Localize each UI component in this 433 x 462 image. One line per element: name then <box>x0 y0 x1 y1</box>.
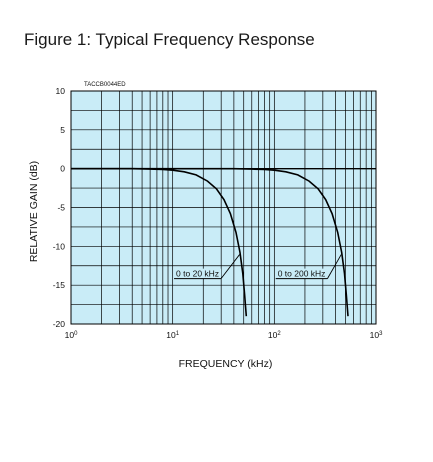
annotation-leader <box>327 254 342 279</box>
figure-title: Figure 1: Typical Frequency Response <box>24 30 315 49</box>
x-tick-label: 101 <box>166 330 179 340</box>
y-tick-label: 5 <box>60 125 65 135</box>
series-annotation: 0 to 200 kHz <box>275 254 342 280</box>
y-axis-label: RELATIVE GAIN (dB) <box>28 161 40 262</box>
annotation-leader <box>220 254 240 279</box>
x-tick-label: 103 <box>370 330 383 340</box>
curves <box>71 167 349 317</box>
x-tick-label: 100 <box>65 330 78 340</box>
y-axis-ticks: 10 5 0 -5 -10 -15 -20 <box>53 86 66 329</box>
chart-code-label: TACCB0044ED <box>84 82 126 88</box>
plot-border <box>70 90 377 325</box>
y-tick-label: -20 <box>53 319 66 329</box>
y-tick-label: 0 <box>60 164 65 174</box>
y-tick-label: 10 <box>56 86 66 96</box>
annotation-label: 0 to 20 kHz <box>176 269 219 279</box>
series-annotation: 0 to 20 kHz <box>174 254 240 280</box>
annotation-label: 0 to 200 kHz <box>278 269 326 279</box>
y-tick-label: -15 <box>53 280 66 290</box>
annotations: 0 to 20 kHz 0 to 200 kHz <box>174 254 342 280</box>
annotation-box <box>275 268 328 279</box>
series-line <box>71 167 349 317</box>
x-tick-label: 102 <box>268 330 281 340</box>
x-axis-label: FREQUENCY (kHz) <box>179 358 273 370</box>
annotation-box <box>174 268 222 279</box>
y-tick-label: -5 <box>57 203 65 213</box>
y-tick-label: -10 <box>53 241 66 251</box>
x-axis-ticks: 100 101 102 103 <box>65 330 383 340</box>
